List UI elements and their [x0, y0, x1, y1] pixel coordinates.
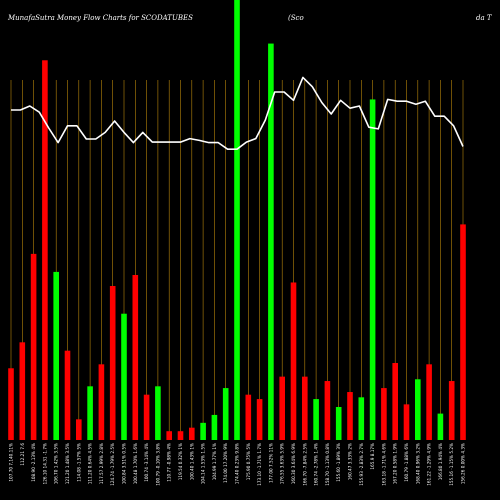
bar-up: [437, 413, 444, 440]
category-labels: 107.70 7,140.11% 112.21 7.6 108.90 -2.13% …: [9, 443, 466, 486]
bar-up: [369, 99, 376, 440]
category-label: 155.60 -1.89% 3%: [336, 443, 341, 482]
category-label: 119.54 0.32% 1%: [178, 443, 183, 480]
chart-title-part-2: (Sco: [288, 14, 304, 22]
category-label: 160.30 3.64% 6.9%: [291, 443, 296, 484]
category-label: 126.10 14.31 -1.7%: [42, 443, 47, 484]
category-label: 155.93 -2.83% 2.7%: [359, 443, 364, 486]
category-label: 106.70 1.42% 3.5%: [54, 443, 59, 484]
bar-up: [268, 43, 274, 441]
category-label: 110.77 -0.98% 4%: [167, 443, 172, 482]
bar-down: [19, 342, 26, 440]
bar-down: [448, 381, 455, 440]
category-label: 166.70 -7.84% 2.5%: [302, 443, 307, 486]
bar-down: [347, 392, 353, 440]
bar-down: [98, 364, 105, 440]
category-label: 100.84 3.51% 0.5%: [122, 443, 127, 484]
bar-down: [166, 431, 172, 440]
bar-down: [290, 282, 297, 440]
chart-title-part-1: MunafaSutra Money Flow Charts for SCODAT…: [7, 14, 193, 22]
category-label: 161.22 -1.29% 4.9%: [427, 443, 432, 486]
category-label: 174.00 17.20% 9%: [223, 443, 228, 483]
category-label: 114.08 -1.57% 5%: [76, 443, 81, 482]
category-label: 104.14 1.53% 1.5%: [201, 443, 206, 484]
category-label: 107.70 7,140.11%: [9, 443, 14, 482]
bar-up: [313, 399, 319, 440]
bar-down: [324, 381, 331, 440]
bar-up: [211, 414, 218, 440]
bar-down: [143, 394, 150, 440]
category-label: 111.20 0.64% 4.5%: [88, 443, 93, 484]
bar-up: [222, 388, 229, 440]
bar-up: [53, 271, 59, 440]
category-label: 100.48 1.70% 1.6%: [133, 443, 138, 484]
category-label: 100.74 -3.14% 4%: [144, 443, 149, 482]
category-label: 160.79 -1.88% 6%: [404, 443, 409, 482]
money-flow-line: [11, 76, 464, 150]
category-label: 160.74 -2.78% 1.4%: [314, 443, 319, 486]
bar-up: [87, 386, 93, 440]
bar-down: [189, 427, 195, 440]
category-label: 177.00 7.52% 11%: [268, 443, 273, 483]
category-label: 167.20 0.58% 1.9%: [393, 443, 398, 484]
bar-up: [200, 422, 206, 440]
category-label: 160.47 3.33% 2%: [348, 443, 353, 480]
bar-up: [358, 397, 365, 440]
bar-down: [403, 404, 410, 440]
bar-down: [426, 364, 432, 440]
category-label: 173.10 -1.71% 1.7%: [257, 443, 262, 486]
category-label: 108.90 -2.13% 4%: [31, 443, 36, 482]
category-label: 156.26 0.00% 4.3%: [461, 443, 466, 484]
bar-down: [42, 60, 48, 440]
bar-down: [109, 286, 116, 440]
volume-bars: [8, 0, 466, 441]
category-label: 165.9 8.17%: [370, 443, 375, 470]
bar-down: [76, 419, 82, 440]
bar-down: [460, 224, 466, 440]
category-label: 117.57 2.99% 2.8%: [99, 443, 104, 484]
bar-up: [415, 379, 421, 440]
category-label: 112.21 7.6: [20, 443, 25, 466]
bar-down: [132, 275, 139, 440]
bar-down: [392, 363, 398, 440]
bar-up: [155, 386, 161, 440]
category-label: 158.70 -1.13% 0.8%: [325, 443, 330, 486]
bar-down: [279, 376, 285, 440]
bar-up: [121, 313, 127, 440]
bar-down: [302, 376, 308, 440]
category-label: 104.99 1.77% 1%: [212, 443, 217, 480]
bar-up: [234, 0, 240, 440]
category-label: 155.16 -1.15% 5.2%: [449, 443, 454, 486]
category-label: 166.80 1.94% 4%: [438, 443, 443, 480]
bar-down: [8, 368, 14, 440]
category-label: 174.40 0.23% 9.8%: [235, 443, 240, 484]
category-label: 176.55 3.63% 5.9%: [280, 443, 285, 484]
chart-title: MunafaSutra Money Flow Charts for SCODAT…: [7, 14, 493, 22]
category-label: 124.74 -1.79% 2.5%: [110, 443, 115, 486]
category-label: 100.40 1.43% 1%: [189, 443, 194, 480]
bar-down: [245, 394, 252, 440]
bar-down: [64, 350, 71, 440]
money-flow-line-group: [11, 76, 464, 150]
chart-title-part-3: da T: [476, 14, 493, 22]
bar-down: [256, 399, 263, 440]
bar-down: [381, 388, 387, 440]
category-label: 175.90 0.75% 5%: [246, 443, 251, 480]
category-label: 100.79 -0.10% 3.8%: [155, 443, 160, 486]
category-label: 168.40 0.96% 3.2%: [415, 443, 420, 484]
bar-up: [335, 407, 342, 440]
bar-down: [30, 253, 37, 440]
category-label: 163.18 -1.71% 4.6%: [381, 443, 386, 486]
bar-down: [177, 431, 184, 440]
category-label: 121.20 1.48% 3.5%: [65, 443, 70, 484]
